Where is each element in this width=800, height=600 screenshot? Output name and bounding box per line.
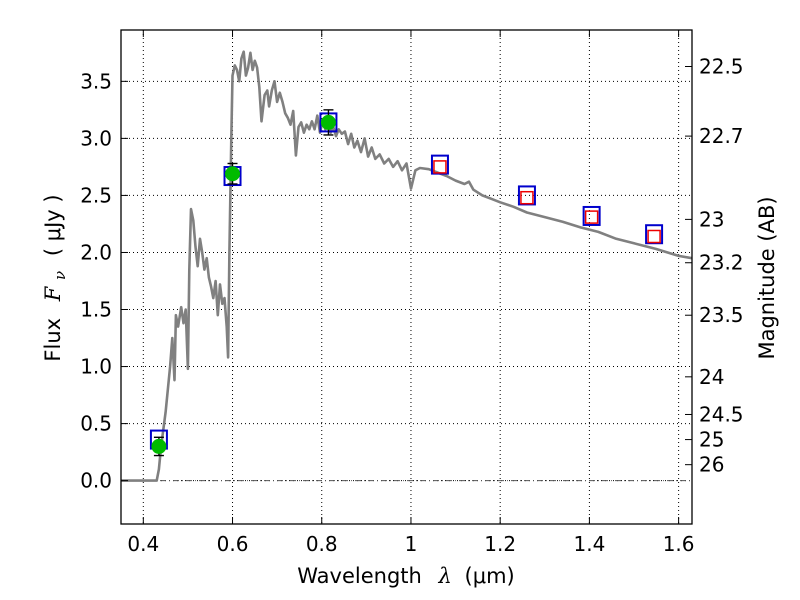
y-tick-label: 0.0 [80,469,112,493]
y-tick-label: 3.5 [80,69,112,93]
right-tick-label: 23 [699,207,724,231]
observed-point [225,166,241,182]
y-tick-label: 2.0 [80,240,112,264]
right-tick-label: 22.5 [699,55,744,79]
x-tick-label: 0.4 [127,532,159,556]
x-axis-title: Wavelength λ (μm) [297,564,514,588]
right-tick-label: 24 [699,365,724,389]
y-axis-title-symbol: F [41,285,65,302]
model-band-box [582,205,601,226]
predicted-square [520,190,534,205]
y-axis-title-unit: ( μJy ) [41,194,65,256]
x-axis-title-symbol: λ [438,564,452,588]
observed-point [151,438,167,454]
x-tick-label: 0.6 [217,532,249,556]
right-tick-label: 24.5 [699,402,744,426]
right-tick-label: 23.5 [699,303,744,327]
x-tick-label: 1.4 [573,532,605,556]
x-tick-label: 0.8 [306,532,338,556]
right-tick-label: 25 [699,428,724,452]
x-tick-label: 1.6 [663,532,695,556]
x-tick-label: 1 [405,532,418,556]
y-tick-label: 1.5 [80,298,112,322]
y-tick-label: 2.5 [80,183,112,207]
plot-frame [120,29,693,525]
y-axis-title-subscript: ν [51,271,69,280]
predicted-square [584,210,599,224]
right-axis-title: Magnitude (AB) [755,196,779,359]
right-tick-label: 22.7 [699,124,744,148]
predicted-square [647,229,661,244]
grid [121,30,692,524]
y-axis-title-prefix: Flux [41,318,65,362]
y-tick-label: 1.0 [80,355,112,379]
axis-ticks: 0.4 0.6 0.8 1 1.2 1.4 1.6 0.0 0.5 1.0 1.5 2.0 2.5 3.0… [80,30,744,556]
x-axis-title-unit: (μm) [465,564,515,588]
x-tick-label: 1.2 [484,532,516,556]
right-tick-label: 26 [699,453,724,477]
y-tick-label: 0.5 [80,412,112,436]
photometry-markers [149,109,664,457]
y-axis-title: Flux F ν ( μJy ) [41,194,70,361]
right-tick-label: 23.2 [699,251,744,275]
y-tick-label: 3.0 [80,126,112,150]
predicted-square [433,160,447,174]
sed-line [121,50,693,482]
model-sed-line [121,50,693,482]
observed-point [320,114,336,130]
x-axis-title-prefix: Wavelength [297,564,422,588]
